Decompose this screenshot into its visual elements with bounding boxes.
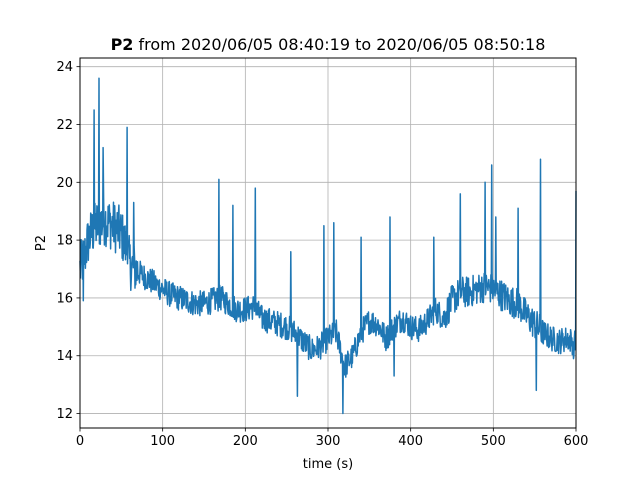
chart-title-bold: P2 xyxy=(111,35,134,54)
x-tick-label: 300 xyxy=(316,434,341,449)
x-tick-label: 0 xyxy=(76,434,84,449)
chart-title: P2 from 2020/06/05 08:40:19 to 2020/06/0… xyxy=(111,35,546,54)
x-tick-label: 200 xyxy=(233,434,258,449)
y-axis-label: P2 xyxy=(34,235,49,251)
y-tick-label: 14 xyxy=(56,349,73,364)
y-tick-label: 12 xyxy=(56,407,73,422)
y-tick-label: 22 xyxy=(56,118,73,133)
y-tick-label: 18 xyxy=(56,234,73,249)
series-line xyxy=(79,77,577,415)
series-layer xyxy=(79,77,577,415)
y-tick-label: 24 xyxy=(56,60,73,75)
x-axis-label: time (s) xyxy=(303,457,353,472)
x-tick-label: 100 xyxy=(150,434,175,449)
x-tick-label: 500 xyxy=(481,434,506,449)
chart-title-rest: from 2020/06/05 08:40:19 to 2020/06/05 0… xyxy=(133,35,545,54)
y-tick-label: 20 xyxy=(56,176,73,191)
axis-ticks: 0 100 200 300 400 500 600 12 14 16 18 20 22 24 xyxy=(56,60,588,449)
y-tick-label: 16 xyxy=(56,291,73,306)
x-tick-label: 600 xyxy=(564,434,589,449)
x-tick-label: 400 xyxy=(398,434,423,449)
